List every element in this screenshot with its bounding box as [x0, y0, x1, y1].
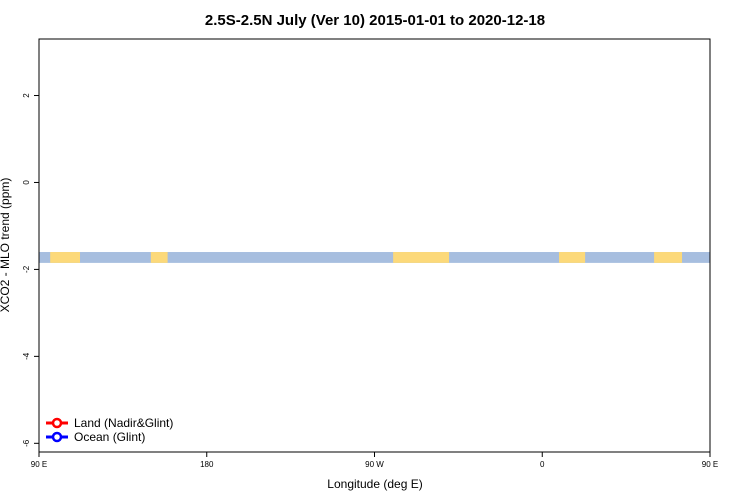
legend-ocean-label: Ocean (Glint)	[74, 430, 145, 444]
y-tick-label-4: -6	[22, 439, 31, 447]
y-axis: 2 0 -2 -4 -6	[22, 93, 39, 447]
band-land-2	[393, 252, 450, 263]
chart-title: 2.5S-2.5N July (Ver 10) 2015-01-01 to 20…	[205, 12, 545, 29]
y-tick-label-1: 0	[22, 180, 31, 185]
y-tick-label-0: 2	[22, 93, 31, 98]
band-ocean-0	[39, 252, 710, 263]
background-bands	[39, 252, 710, 263]
legend-ocean-marker	[51, 431, 63, 443]
band-land-4	[654, 252, 683, 263]
x-axis-label: Longitude (deg E)	[327, 477, 422, 491]
x-tick-label-1: 180	[200, 460, 214, 469]
y-tick-label-3: -4	[22, 352, 31, 360]
y-axis-label: XCO2 - MLO trend (ppm)	[0, 178, 12, 313]
legend-land-label: Land (Nadir&Glint)	[74, 416, 173, 430]
x-tick-label-4: 90 E	[702, 460, 718, 469]
legend-land-marker	[51, 417, 63, 429]
y-tick-label-2: -2	[22, 265, 31, 273]
band-land-0	[50, 252, 81, 263]
band-land-1	[150, 252, 168, 263]
x-tick-label-0: 90 E	[31, 460, 47, 469]
x-axis: 90 E 180 90 W 0 90 E	[31, 452, 718, 469]
legend: Land (Nadir&Glint) Ocean (Glint)	[46, 416, 173, 444]
band-land-3	[559, 252, 586, 263]
x-tick-label-2: 90 W	[365, 460, 384, 469]
x-tick-label-3: 0	[540, 460, 545, 469]
plot-frame	[38, 38, 711, 453]
